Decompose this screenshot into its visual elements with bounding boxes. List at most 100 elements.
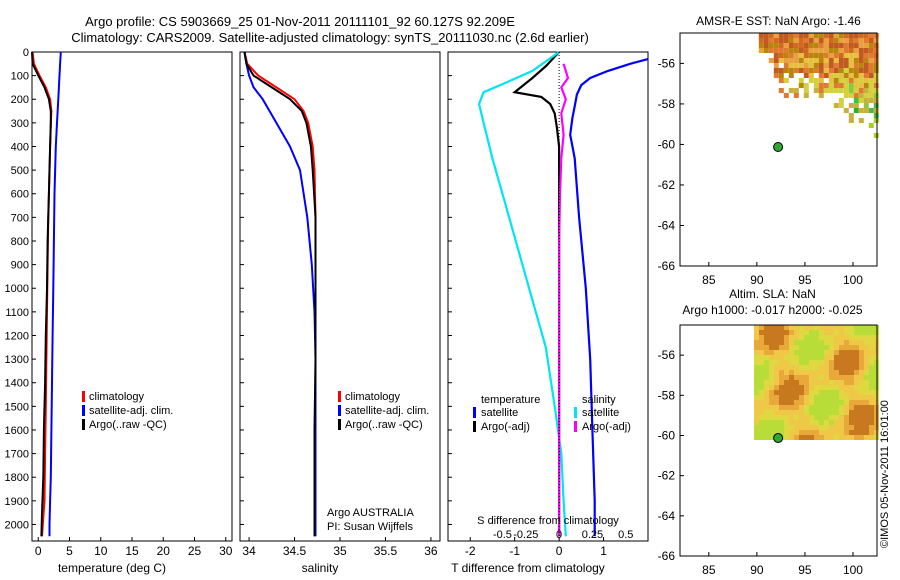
sst-grid-cell [828, 73, 834, 78]
sst-grid-cell [818, 78, 824, 83]
sst-grid-cell [863, 43, 869, 48]
temperature-legend-swatch [473, 407, 476, 418]
sla-grid-cell [853, 340, 859, 345]
sla-grid-cell [763, 340, 769, 345]
sst-grid-cell [773, 73, 779, 78]
temperature-legend-swatch [82, 419, 85, 430]
sla-grid-cell [833, 330, 839, 335]
sla-grid-cell [818, 400, 824, 405]
sla-grid-cell [773, 360, 779, 365]
sla-grid-cell [828, 335, 834, 340]
sla-grid-cell [858, 340, 864, 345]
sst-grid-cell [873, 63, 879, 68]
sla-grid-cell [833, 430, 839, 435]
sst-grid-cell [763, 33, 769, 38]
argo-pi-name: PI: Susan Wijffels [327, 521, 413, 533]
sst-grid-cell [823, 53, 829, 58]
temperature-series-line [31, 51, 53, 537]
sla-grid-cell [788, 325, 794, 330]
sla-grid-cell [783, 375, 789, 380]
sla-grid-cell [823, 360, 829, 365]
sla-grid-cell [808, 325, 814, 330]
sst-grid-cell [793, 33, 799, 38]
sst-grid-cell [838, 68, 844, 73]
sla-grid-cell [798, 390, 804, 395]
sst-grid-cell [853, 103, 859, 108]
sla-grid-cell [853, 430, 859, 435]
sla-grid-cell [798, 415, 804, 420]
sla-grid-cell [858, 355, 864, 360]
sla-grid-cell [828, 330, 834, 335]
sst-grid-cell [838, 38, 844, 43]
sla-grid-cell [803, 355, 809, 360]
sla-grid-cell [758, 435, 764, 440]
sst-grid-cell [858, 78, 864, 83]
sla-grid-cell [863, 420, 869, 425]
sst-grid-cell [803, 53, 809, 58]
s-difference-tick-label: 0.25 [582, 529, 603, 541]
sst-grid-cell [848, 93, 854, 98]
depth-tick-label: 0 [23, 47, 29, 59]
sla-grid-cell [873, 360, 879, 365]
sla-grid-cell [753, 430, 759, 435]
sla-grid-cell [798, 340, 804, 345]
sst-grid-cell [803, 88, 809, 93]
sla-grid-cell [828, 405, 834, 410]
sla-grid-cell [873, 340, 879, 345]
sst-grid-cell [768, 58, 774, 63]
sla-grid-cell [758, 325, 764, 330]
sla-grid-cell [808, 385, 814, 390]
sla-grid-cell [843, 355, 849, 360]
sla-grid-cell [768, 390, 774, 395]
sla-grid-cell [823, 420, 829, 425]
sla-grid-cell [788, 365, 794, 370]
sla-grid-cell [763, 380, 769, 385]
sst-grid-cell [793, 68, 799, 73]
sla-grid-cell [833, 410, 839, 415]
sla-grid-cell [763, 330, 769, 335]
sst-grid-cell [873, 98, 879, 103]
sst-grid-cell [838, 78, 844, 83]
sla-grid-cell [833, 370, 839, 375]
sla-grid-cell [818, 330, 824, 335]
depth-tick-label: 200 [11, 94, 29, 106]
differences-series-line [512, 51, 561, 537]
sla-grid-cell [753, 365, 759, 370]
sst-grid-cell [808, 43, 814, 48]
sst-grid-cell [828, 78, 834, 83]
sst-map-ytick-label: -66 [658, 259, 676, 273]
sla-grid-cell [808, 355, 814, 360]
sst-grid-cell [873, 113, 879, 118]
sla-grid-cell [768, 430, 774, 435]
sla-grid-cell [848, 340, 854, 345]
sla-grid-cell [778, 330, 784, 335]
depth-tick-label: 300 [11, 118, 29, 130]
sla-grid-cell [818, 325, 824, 330]
sla-grid-cell [753, 390, 759, 395]
sla-grid-cell [838, 350, 844, 355]
sla-grid-cell [793, 325, 799, 330]
sst-grid-cell [873, 78, 879, 83]
sla-grid-cell [823, 385, 829, 390]
sla-grid-cell [778, 385, 784, 390]
sst-grid-cell [788, 43, 794, 48]
sla-grid-cell [813, 435, 819, 440]
sla-grid-cell [793, 345, 799, 350]
sla-grid-cell [868, 435, 874, 440]
argo-float-location-marker [773, 142, 784, 153]
sla-grid-cell [803, 360, 809, 365]
sla-grid-cell [818, 395, 824, 400]
sst-grid-cell [873, 58, 879, 63]
s-difference-tick-label: 0.5 [618, 529, 633, 541]
sla-grid-cell [813, 335, 819, 340]
sst-grid-cell [843, 53, 849, 58]
temperature-series-line [31, 51, 52, 537]
sla-grid-cell [768, 415, 774, 420]
sst-grid-cell [853, 63, 859, 68]
sla-grid-cell [773, 380, 779, 385]
differences-xlabel: T difference from climatology [451, 561, 605, 575]
sla-grid-cell [818, 335, 824, 340]
sla-grid-cell [798, 360, 804, 365]
sla-grid-cell [788, 380, 794, 385]
sla-grid-cell [848, 425, 854, 430]
